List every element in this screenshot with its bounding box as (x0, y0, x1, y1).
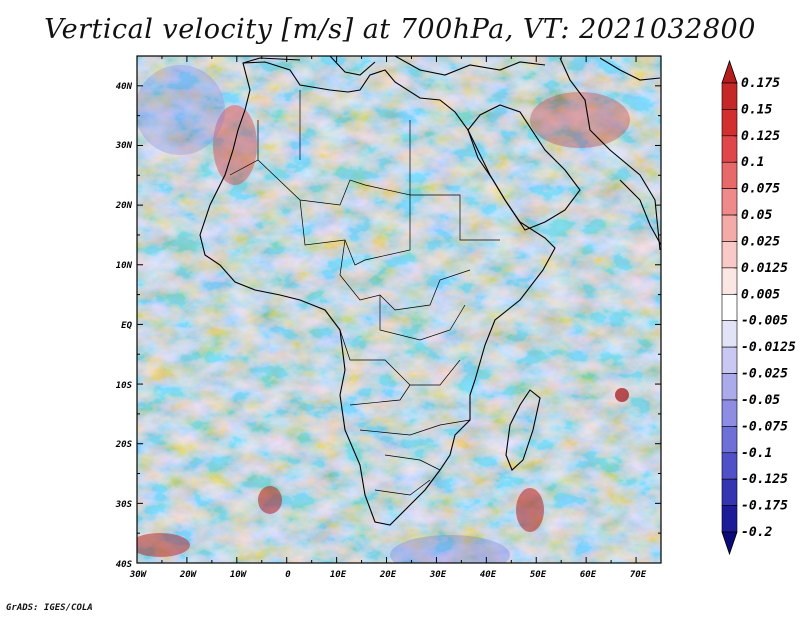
lat-label: 10S (116, 381, 133, 391)
map-title: Vertical velocity [m/s] at 700hPa, VT: 2… (44, 14, 756, 45)
colorbar-label: -0.025 (741, 367, 788, 382)
colorbar-label: -0.2 (741, 525, 772, 540)
hotspot-south-madagascar (516, 488, 544, 532)
colorbar-label: 0.05 (741, 208, 772, 223)
colorbar-label: -0.075 (741, 419, 788, 434)
lat-label: 40N (116, 82, 133, 92)
colorbar-label: -0.175 (741, 499, 788, 514)
axis-ticks (136, 55, 662, 564)
lon-label: 10W (230, 570, 248, 580)
colorbar-top-arrow (721, 59, 738, 84)
colorbar-label: 0.0125 (741, 261, 788, 276)
caspian-gulf-coast (559, 57, 661, 251)
colorbar-segment (721, 293, 738, 322)
europe-coastline (242, 56, 661, 81)
lat-label: EQ (121, 321, 132, 331)
colorbar-label: 0.1 (741, 155, 764, 170)
colorbar-segment (721, 452, 738, 480)
lat-label: 10N (116, 261, 133, 271)
colorbar-segment (721, 426, 738, 454)
coastlines (199, 56, 661, 526)
colorbar-label: 0.005 (741, 287, 780, 302)
country-borders (229, 90, 500, 496)
colorbar-segment (721, 161, 738, 189)
lon-axis: 30W 20W 10W 0 10E 20E 30E 40E 50E 60E 70… (129, 570, 647, 580)
downdraft-northatlantic (137, 65, 225, 155)
colorbar-segment (721, 399, 738, 427)
lon-label: 20E (379, 570, 397, 580)
colorbar-label: -0.0125 (741, 340, 796, 355)
colorbar-label: -0.05 (741, 393, 780, 408)
hotspot-morocco (213, 105, 257, 185)
hotspot-southwest (137, 533, 190, 557)
lat-label: 30S (115, 500, 133, 510)
colorbar-segment (721, 373, 738, 401)
colorbar-label: -0.1 (741, 446, 772, 461)
hotspot-iran (530, 92, 630, 148)
downdraft-south (390, 535, 510, 563)
colorbar-bottom-arrow (721, 531, 738, 556)
cyclone-hotspot (615, 388, 629, 402)
colorbar-segment (721, 346, 738, 374)
southern-africa-borders (349, 384, 471, 496)
lon-label: 60E (580, 570, 597, 580)
colorbar-label: 0.15 (741, 102, 772, 117)
colorbar-segment (721, 82, 738, 110)
colorbar-label: -0.005 (741, 314, 788, 329)
madagascar-coastline (505, 389, 541, 471)
north-africa-borders (229, 90, 500, 266)
colorbar-segment (721, 214, 738, 242)
lon-label: 40E (480, 570, 497, 580)
colorbar-segment (721, 135, 738, 163)
lat-label: 40S (116, 560, 133, 570)
plot-frame (136, 55, 662, 564)
lon-label: 30E (429, 570, 447, 580)
lat-axis: 40N 30N 20N 10N EQ 10S 20S 30S 40S (115, 82, 133, 570)
hotspot-south-atlantic (258, 486, 282, 514)
colorbar-segment (721, 505, 738, 533)
colorbar-segment (721, 241, 738, 269)
lon-label: 0 (285, 570, 291, 580)
lon-label: 50E (530, 570, 547, 580)
colorbar-label: 0.075 (741, 182, 780, 197)
lon-label: 20W (179, 570, 198, 580)
lon-label: 70E (630, 570, 647, 580)
colorbar-label: 0.175 (741, 76, 780, 91)
colorbar-segment (721, 320, 738, 348)
central-africa-borders (339, 239, 471, 386)
africa-coastline (199, 61, 556, 526)
india-coast (619, 179, 661, 246)
lat-label: 20N (115, 201, 133, 211)
colorbar-segment (721, 188, 738, 216)
colorbar-label: -0.125 (741, 472, 788, 487)
grads-credit: GrADS: IGES/COLA (6, 603, 93, 613)
colorbar-segment (721, 109, 738, 137)
lat-label: 20S (115, 440, 133, 450)
colorbar-label: 0.025 (741, 234, 780, 249)
colorbar (721, 59, 738, 556)
colorbar-labels: 0.175 0.15 0.125 0.1 0.075 0.05 0.025 0.0125 0.0… (741, 76, 796, 540)
velocity-field (137, 56, 661, 563)
colorbar-segment (721, 267, 738, 295)
colorbar-label: 0.125 (741, 129, 780, 144)
arabia-coastline (467, 104, 581, 231)
lon-label: 10E (330, 570, 347, 580)
colorbar-segment (721, 478, 738, 506)
lon-label: 30W (129, 570, 148, 580)
lat-label: 30N (115, 141, 133, 151)
